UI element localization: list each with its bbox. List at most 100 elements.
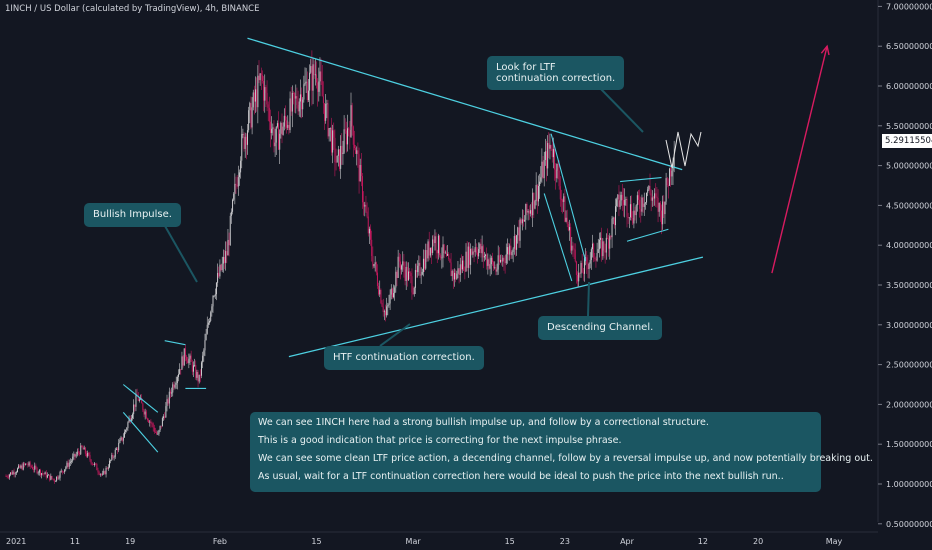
candle-body <box>86 453 87 457</box>
candle-body <box>192 365 194 372</box>
candle-body <box>441 257 443 259</box>
candle-body <box>178 374 179 377</box>
candle-body <box>555 169 557 179</box>
candle-body <box>95 463 97 465</box>
trendline[interactable] <box>288 256 704 358</box>
candle-body <box>641 197 643 212</box>
candle-body <box>626 199 628 217</box>
note-line: We can see 1INCH here had a strong bulli… <box>258 417 709 428</box>
candle-body <box>655 193 657 197</box>
candle-body <box>94 463 96 465</box>
candle-body <box>328 128 330 137</box>
candle-body <box>432 239 434 253</box>
candle-body <box>398 256 400 262</box>
candle-body <box>374 262 376 265</box>
trendline[interactable] <box>247 37 683 171</box>
candle-body <box>486 254 488 266</box>
candle-body <box>79 452 81 455</box>
candle-body <box>508 247 510 255</box>
channel-lower-line[interactable] <box>543 193 573 282</box>
candle-body <box>523 219 524 222</box>
candle-body <box>437 235 439 254</box>
trendlines <box>122 37 830 453</box>
candle-body <box>550 144 552 149</box>
projection-arrow[interactable] <box>771 46 828 274</box>
candle-body <box>31 467 33 470</box>
candle-body <box>91 463 93 465</box>
flag-lower-line[interactable] <box>122 411 159 453</box>
candle-body <box>88 452 90 456</box>
candle-body <box>288 124 290 131</box>
candle-body <box>571 245 573 251</box>
callout-ltf-correction: Look for LTF continuation correction. <box>487 56 625 90</box>
candle-body <box>312 64 314 91</box>
projection-zigzag <box>665 131 702 169</box>
price-tick-label: 6.00000000 <box>886 82 932 91</box>
candle-body <box>212 295 214 307</box>
candle-body <box>213 295 215 297</box>
candle-body <box>304 82 306 85</box>
candle-body <box>320 71 322 82</box>
candle-body <box>322 96 324 104</box>
candle-body <box>449 259 451 263</box>
candle-body <box>436 250 438 254</box>
time-tick-label: Mar <box>406 537 422 546</box>
candle-body <box>373 264 375 267</box>
candle-body <box>588 263 590 270</box>
candle-body <box>467 246 469 268</box>
candle-body <box>493 262 495 269</box>
candle-body <box>336 155 338 163</box>
candle-body <box>564 196 566 222</box>
candle-body <box>329 127 331 129</box>
range-upper-line[interactable] <box>620 176 662 183</box>
candle-body <box>567 224 569 231</box>
flag-upper-line[interactable] <box>164 340 186 346</box>
candle-body <box>10 472 12 475</box>
candle-body <box>589 259 591 264</box>
chart-title: 1INCH / US Dollar (calculated by Trading… <box>5 4 260 14</box>
candle-body <box>636 195 638 206</box>
callout-text: Bullish Impulse. <box>93 209 172 220</box>
candle-body <box>21 465 23 470</box>
callout-text-line2: continuation correction. <box>496 73 616 84</box>
candle-body <box>278 123 280 150</box>
candle-body <box>388 303 390 305</box>
candle-body <box>33 469 35 470</box>
candle-body <box>161 418 163 427</box>
candle-body <box>481 246 483 254</box>
candle-body <box>376 272 378 287</box>
candle-body <box>59 471 61 478</box>
candle-body <box>562 199 564 202</box>
candle-body <box>501 259 503 262</box>
range-lower-line[interactable] <box>626 228 669 242</box>
candle-body <box>539 181 541 187</box>
candle-body <box>224 257 225 263</box>
candle-body <box>317 82 319 92</box>
candle-body <box>572 245 574 249</box>
candle-body <box>474 247 476 253</box>
candle-body <box>391 288 393 298</box>
candle-body <box>258 75 260 81</box>
candle-body <box>209 320 211 323</box>
candle-body <box>444 252 446 254</box>
candle-body <box>71 460 73 462</box>
candle-body <box>72 456 74 461</box>
candle-body <box>565 217 567 222</box>
candle-body <box>186 356 188 361</box>
candle-body <box>23 463 25 465</box>
candle-body <box>18 465 20 469</box>
candle-body <box>316 74 317 83</box>
candle-body <box>472 251 474 255</box>
candle-body <box>672 167 674 171</box>
candle-body <box>34 465 36 470</box>
candle-body <box>248 110 250 131</box>
candle-body <box>482 246 484 258</box>
candle-body <box>577 274 579 282</box>
time-tick-label: 12 <box>698 537 708 546</box>
flag-upper-line[interactable] <box>122 384 159 413</box>
candle-body <box>132 414 133 419</box>
candle-body <box>642 197 644 207</box>
candle-body <box>60 470 62 472</box>
channel-upper-line[interactable] <box>550 133 587 262</box>
